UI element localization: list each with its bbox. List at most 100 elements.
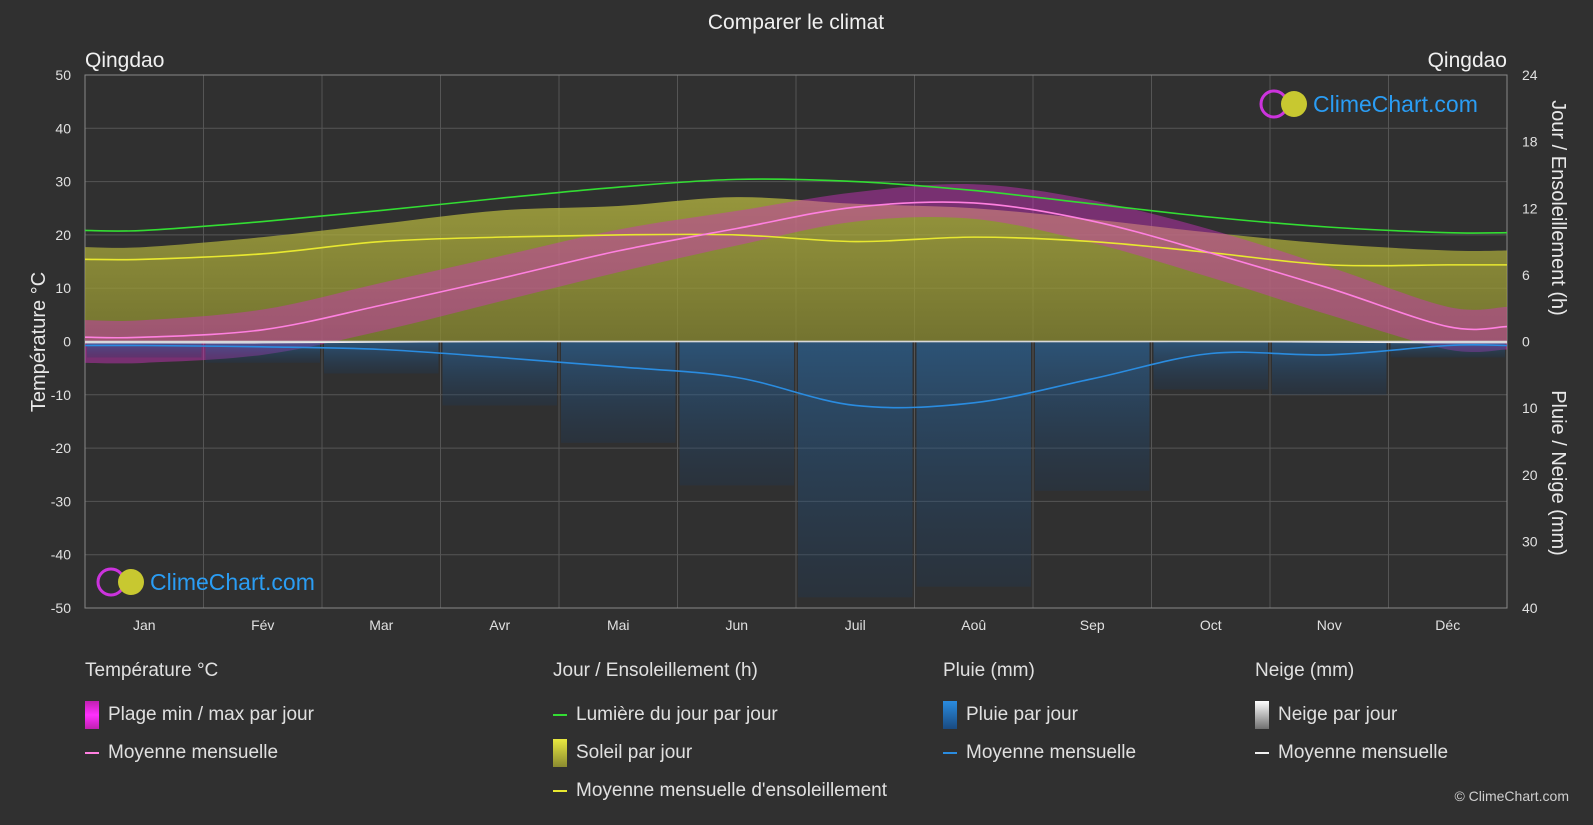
- legend-rain: Pluie (mm) Pluie par jour Moyenne mensue…: [943, 660, 1136, 772]
- y-right-bottom-tick-label: 10: [1522, 400, 1538, 416]
- x-tick-label: Fév: [251, 617, 274, 633]
- y-right-top-label: Jour / Ensoleillement (h): [1547, 100, 1569, 316]
- rain-avg-line: [84, 344, 1508, 409]
- temp-range-swatch: [85, 701, 99, 729]
- legend-item-snow-avg: Moyenne mensuelle: [1255, 734, 1448, 772]
- y-right-bottom-label: Pluie / Neige (mm): [1547, 390, 1569, 556]
- y-left-label: Température °C: [28, 272, 50, 412]
- brand-text-top: ClimeChart.com: [1313, 91, 1478, 117]
- legend-item-sunshine-avg: Moyenne mensuelle d'ensoleillement: [553, 772, 887, 810]
- x-tick-label: Déc: [1435, 617, 1460, 633]
- y-left-tick-label: -10: [51, 387, 71, 403]
- y-left-tick-label: 50: [55, 67, 71, 83]
- y-left-tick-label: 40: [55, 120, 71, 136]
- legend-temperature-header: Température °C: [85, 660, 219, 681]
- daylight-swatch: [553, 714, 567, 716]
- y-right-bottom-tick-label: 40: [1522, 600, 1538, 616]
- legend-label: Moyenne mensuelle: [966, 742, 1137, 763]
- y-right-top-tick-label: 24: [1522, 67, 1538, 83]
- sunshine-avg-swatch: [553, 790, 567, 792]
- legend-item-sunshine: Soleil par jour: [553, 734, 887, 772]
- legend-label: Lumière du jour par jour: [576, 704, 778, 725]
- x-tick-label: Aoû: [961, 617, 986, 633]
- x-tick-label: Jun: [725, 617, 748, 633]
- rain-bar: [324, 341, 439, 374]
- y-left-tick-label: 20: [55, 227, 71, 243]
- legend-label: Moyenne mensuelle d'ensoleillement: [576, 780, 887, 801]
- y-left-tick-label: -40: [51, 547, 71, 563]
- temperature-avg-line: [84, 201, 1508, 339]
- y-left-tick-label: 30: [55, 174, 71, 190]
- x-tick-label: Jan: [133, 617, 156, 633]
- location-left: Qingdao: [85, 49, 164, 72]
- y-right-top-tick-label: 18: [1522, 134, 1538, 150]
- rain-bar: [205, 341, 320, 363]
- rain-bar: [442, 341, 557, 406]
- snow-swatch: [1255, 701, 1269, 729]
- daylight-line: [84, 178, 1508, 234]
- y-left-tick-label: 0: [63, 334, 71, 350]
- legend-label: Neige par jour: [1278, 704, 1398, 725]
- brand-logo-bottom: ClimeChart.com: [96, 567, 315, 597]
- location-right: Qingdao: [1428, 49, 1507, 72]
- legend-label: Pluie par jour: [966, 704, 1078, 725]
- legend-label: Plage min / max par jour: [108, 704, 314, 725]
- brand-text-bottom: ClimeChart.com: [150, 569, 315, 595]
- legend-snow-header: Neige (mm): [1255, 660, 1355, 681]
- legend-item-temp-range: Plage min / max par jour: [85, 696, 314, 734]
- snow-avg-swatch: [1255, 752, 1269, 754]
- axes: 50 40 30 20 10 0 -10 -20 -30 -40 -50 24 18 12 6 0 10 20 30…: [51, 67, 1538, 633]
- temperature-range-band: [85, 184, 1507, 364]
- legend-label: Moyenne mensuelle: [1278, 742, 1449, 763]
- logo-sun-icon: [1281, 91, 1307, 117]
- x-tick-label: Juil: [845, 617, 866, 633]
- rain-bar: [1272, 341, 1387, 395]
- y-right-top-tick-label: 6: [1522, 267, 1530, 283]
- legend-snow: Neige (mm) Neige par jour Moyenne mensue…: [1255, 660, 1448, 772]
- legend-label: Moyenne mensuelle: [108, 742, 279, 763]
- legend-item-snow: Neige par jour: [1255, 696, 1448, 734]
- x-tick-label: Nov: [1317, 617, 1342, 633]
- legend-sun: Jour / Ensoleillement (h) Lumière du jou…: [553, 660, 887, 810]
- rain-bar: [798, 341, 913, 598]
- rain-bar: [679, 341, 794, 486]
- y-right-top-tick-label: 12: [1522, 200, 1538, 216]
- y-left-tick-label: 10: [55, 280, 71, 296]
- legend-label: Soleil par jour: [576, 742, 693, 763]
- y-right-bottom-tick-label: 20: [1522, 467, 1538, 483]
- x-tick-label: Oct: [1200, 617, 1222, 633]
- rain-bar: [561, 341, 676, 443]
- x-tick-label: Avr: [489, 617, 510, 633]
- rain-bar: [1153, 341, 1268, 390]
- legend-item-rain-avg: Moyenne mensuelle: [943, 734, 1136, 772]
- x-tick-label: Mai: [607, 617, 630, 633]
- sunshine-swatch: [553, 739, 567, 767]
- legend-sun-header: Jour / Ensoleillement (h): [553, 660, 758, 681]
- rain-bar: [916, 341, 1031, 587]
- legend-item-rain: Pluie par jour: [943, 696, 1136, 734]
- y-left-tick-label: -50: [51, 600, 71, 616]
- sunshine-band: [85, 197, 1507, 342]
- sunshine-avg-line: [84, 233, 1507, 267]
- brand-logo-top: ClimeChart.com: [1259, 89, 1478, 119]
- legend-item-daylight: Lumière du jour par jour: [553, 696, 887, 734]
- rain-bar: [87, 341, 202, 358]
- logo-sun-icon: [118, 569, 144, 595]
- y-left-tick-label: -20: [51, 440, 71, 456]
- data-lines: [84, 178, 1508, 409]
- legend-item-temp-avg: Moyenne mensuelle: [85, 734, 314, 772]
- chart-title: Comparer le climat: [708, 11, 884, 34]
- rain-swatch: [943, 701, 957, 729]
- x-tick-label: Sep: [1080, 617, 1105, 633]
- y-right-top-tick-label: 0: [1522, 334, 1530, 350]
- rain-bar: [1035, 341, 1150, 491]
- legend-temperature: Température °C Plage min / max par jour …: [85, 660, 314, 772]
- temp-avg-swatch: [85, 752, 99, 754]
- data-bands: [85, 184, 1507, 598]
- y-right-bottom-tick-label: 30: [1522, 533, 1538, 549]
- x-tick-label: Mar: [369, 617, 393, 633]
- legend-rain-header: Pluie (mm): [943, 660, 1035, 681]
- copyright: © ClimeChart.com: [1454, 788, 1569, 804]
- rain-avg-swatch: [943, 752, 957, 754]
